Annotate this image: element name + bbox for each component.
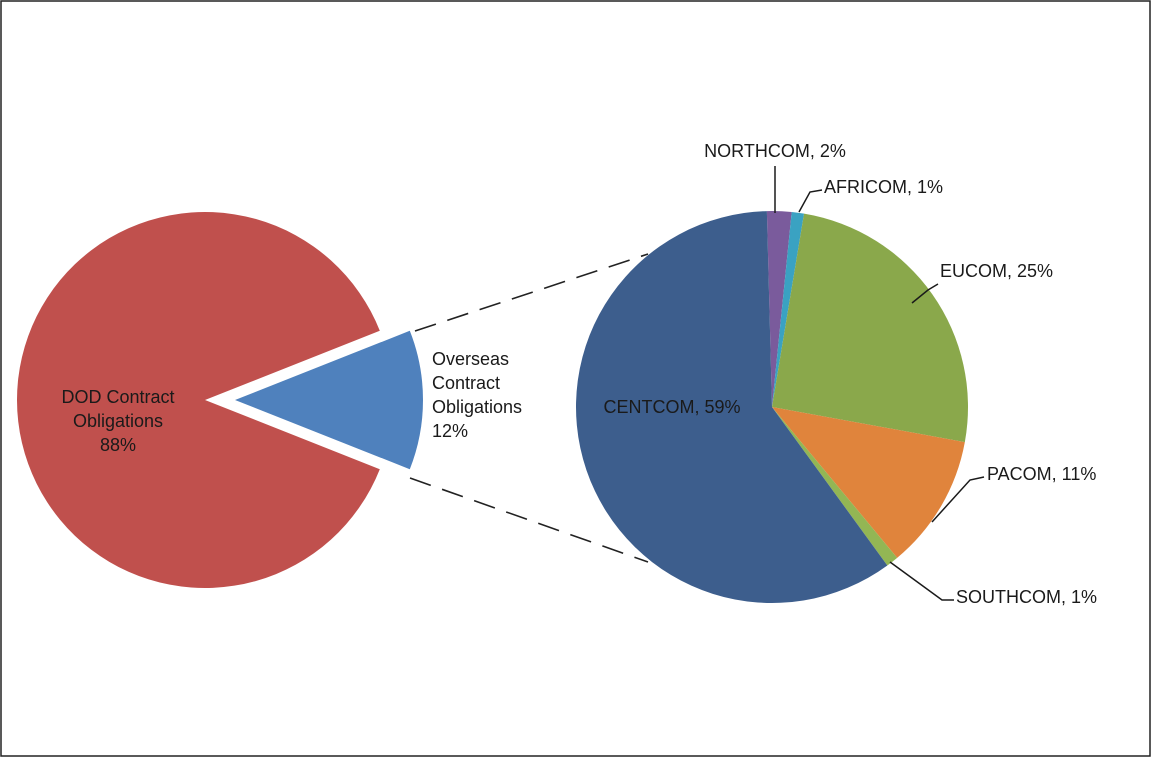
connector	[414, 253, 649, 332]
pies	[16, 210, 968, 603]
data-label-line: 88%	[100, 435, 136, 455]
data-label-line: DOD Contract	[61, 387, 174, 407]
pie-slice	[235, 330, 423, 470]
data-label-line: Obligations	[73, 411, 163, 431]
pie-slice	[766, 210, 792, 407]
pie-slice	[772, 211, 805, 407]
leader-line	[889, 561, 954, 601]
data-label: Overseas Contract Obligations 12%	[432, 349, 522, 441]
data-label: SOUTHCOM, 1%	[956, 587, 1097, 607]
data-label: NORTHCOM, 2%	[704, 141, 846, 161]
data-label: PACOM, 11%	[987, 464, 1096, 484]
data-label: EUCOM, 25%	[940, 261, 1053, 281]
data-label-line: Obligations	[432, 397, 522, 417]
leader-line	[911, 283, 939, 304]
data-label-line: Overseas	[432, 349, 509, 369]
pie-slice	[16, 211, 380, 588]
pie-slice	[772, 407, 965, 558]
pie-slice	[772, 213, 968, 443]
leader-line	[931, 476, 985, 523]
pie-slice	[772, 407, 898, 566]
pie-slice	[575, 211, 888, 603]
data-label-line: Contract	[432, 373, 500, 393]
data-label: CENTCOM, 59%	[603, 397, 740, 417]
data-label-line: 12%	[432, 421, 468, 441]
data-label: DOD Contract Obligations 88%	[61, 387, 174, 455]
data-label: AFRICOM, 1%	[824, 177, 943, 197]
connector	[409, 477, 649, 563]
leader-line	[798, 189, 823, 213]
